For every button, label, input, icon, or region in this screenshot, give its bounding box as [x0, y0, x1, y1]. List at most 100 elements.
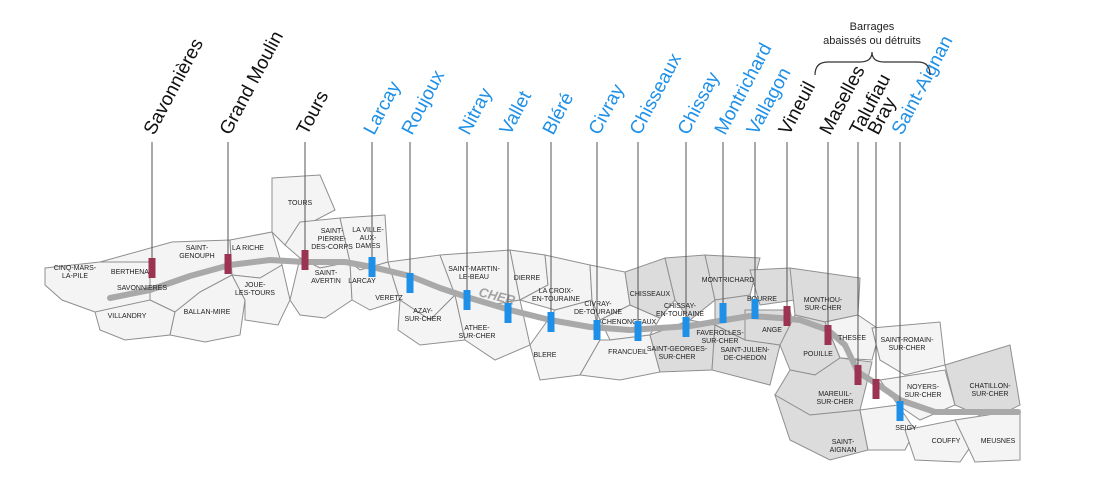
commune-label: SAINT-PIERRE-DES-CORPS [311, 228, 353, 251]
commune-label-line: SAINT-GEORGES- [647, 346, 708, 353]
dam-marker[interactable] [682, 317, 690, 337]
commune-label-line: GENOUPH [179, 253, 214, 260]
commune-label: SAINT-AVERTIN [311, 270, 341, 285]
commune-label-line: AUX- [360, 235, 377, 242]
commune-label-line: SUR-CHER [972, 391, 1009, 398]
commune-label-line: SUR-CHER [805, 305, 842, 312]
commune-label-line: ATHEE- [464, 325, 490, 332]
dam-leader-lines [151, 142, 901, 411]
commune-label: CIVRAY-DE-TOURAINE [574, 301, 622, 316]
commune-label-line: SUR-CHER [702, 338, 739, 345]
commune-label: FRANCUEIL [608, 349, 648, 356]
commune-label-line: EN-TOURAINE [532, 296, 580, 303]
commune-label-line: LA VILLE- [352, 227, 384, 234]
commune-label-line: BERTHENAY [111, 269, 153, 276]
dam-marker[interactable] [751, 299, 759, 319]
commune-label-line: SEIGY [895, 425, 917, 432]
dam-marker[interactable] [824, 325, 832, 345]
commune-label-line: LARCAY [348, 278, 376, 285]
commune-label-line: DES-CORPS [311, 244, 353, 251]
commune-label: CHISSEAUX [630, 291, 671, 298]
commune-label-line: FRANCUEIL [608, 349, 648, 356]
commune-label-line: SUR-CHER [659, 354, 696, 361]
commune-label-line: CIVRAY- [584, 301, 612, 308]
commune-labels: CINQ-MARS-LA-PILE BERTHENAY SAVONNIERES VIL… [54, 200, 1016, 454]
dam-markers [148, 250, 904, 421]
commune-label: SAINT-ROMAIN-SUR-CHER [881, 337, 935, 352]
dam-label: Nitray [455, 84, 497, 138]
dam-marker[interactable] [224, 254, 232, 274]
commune-label-line: LES-TOURS [235, 290, 275, 297]
dam-marker[interactable] [504, 303, 512, 323]
commune-label: SAVONNIERES [117, 285, 167, 292]
commune-label: FAVEROLLES-SUR-CHER [696, 330, 744, 345]
commune-label: ATHEE-SUR-CHER [459, 325, 496, 340]
dam-marker[interactable] [854, 365, 862, 385]
commune-label: CHATILLON-SUR-CHER [969, 383, 1011, 398]
commune-label-line: LA CROIX- [539, 288, 574, 295]
annotation-line-2: abaissés ou détruits [823, 35, 921, 47]
commune-areas [44, 174, 1021, 463]
commune-label-line: DAMES [356, 243, 381, 250]
commune-label-line: VILLANDRY [108, 313, 147, 320]
commune-label-line: DE-TOURAINE [574, 309, 622, 316]
dam-marker[interactable] [783, 306, 791, 326]
commune-label-line: AVERTIN [311, 278, 341, 285]
commune-label-line: CHISSAY- [664, 303, 697, 310]
commune-label-line: PIERRE- [318, 236, 347, 243]
dam-label: Civray [585, 81, 629, 139]
commune-label-line: TOURS [288, 200, 313, 207]
dam-marker[interactable] [547, 312, 555, 332]
dam-marker[interactable] [406, 273, 414, 293]
commune-label-line: NOYERS- [907, 384, 940, 391]
commune-label-line: EN-TOURAINE [656, 311, 704, 318]
commune-area [169, 274, 246, 343]
dam-label: Grand Moulin [216, 28, 288, 139]
dam-marker[interactable] [463, 290, 471, 310]
commune-area [904, 419, 976, 463]
commune-label-line: MONTRICHARD [702, 277, 755, 284]
commune-label-line: CHISSEAUX [630, 291, 671, 298]
commune-label: BALLAN-MIRE [184, 309, 231, 316]
commune-label: DIERRE [514, 275, 541, 282]
commune-label-line: SAINT- [186, 245, 209, 252]
dam-label: Saint-Aignan [888, 32, 958, 138]
commune-label-line: SUR-CHER [905, 392, 942, 399]
river-cher [107, 257, 1021, 415]
commune-label-line: LE-BEAU [459, 274, 489, 281]
dam-marker[interactable] [368, 257, 376, 277]
commune-label-line: BALLAN-MIRE [184, 309, 231, 316]
commune-label: AZAY-SUR-CHER [405, 308, 442, 323]
commune-label-line: FAVEROLLES- [696, 330, 744, 337]
dam-marker[interactable] [301, 250, 309, 270]
annotation-line-1: Barrages [850, 21, 895, 33]
dam-marker[interactable] [719, 303, 727, 323]
dam-marker[interactable] [872, 379, 880, 399]
commune-area [871, 321, 946, 376]
commune-label: SAINT-GENOUPH [179, 245, 214, 260]
dam-marker[interactable] [593, 320, 601, 340]
commune-label: LARCAY [348, 278, 376, 285]
dam-marker[interactable] [148, 258, 156, 278]
commune-label-line: SUR-CHER [459, 333, 496, 340]
commune-label: MAREUIL-SUR-CHER [817, 391, 854, 406]
commune-label: BERTHENAY [111, 269, 153, 276]
commune-label-line: CINQ-MARS- [54, 265, 97, 272]
commune-label: COUFFY [932, 438, 961, 445]
commune-label-line: SAVONNIERES [117, 285, 167, 292]
commune-label-line: SAINT- [832, 439, 855, 446]
dam-marker[interactable] [896, 401, 904, 421]
commune-label: VILLANDRY [108, 313, 147, 320]
commune-label: THESEE [838, 335, 866, 342]
commune-area [711, 324, 781, 386]
commune-label: BOURRE [747, 296, 777, 303]
commune-label: CINQ-MARS-LA-PILE [54, 265, 97, 280]
commune-area [231, 264, 291, 326]
dam-label: Roujoux [398, 66, 450, 138]
commune-label: ANGE [762, 327, 782, 334]
commune-label-line: CHENONCEAUX [602, 319, 657, 326]
dam-marker[interactable] [634, 321, 642, 341]
commune-label-line: SAINT-MARTIN- [448, 266, 500, 273]
commune-label: JOUE-LES-TOURS [235, 282, 275, 297]
dam-label: Bléré [539, 89, 578, 138]
